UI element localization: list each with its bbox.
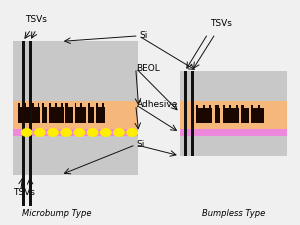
Text: Bumpless Type: Bumpless Type: [202, 209, 265, 218]
Circle shape: [60, 128, 72, 137]
Bar: [24, 103, 26, 107]
Bar: [241, 108, 249, 123]
Bar: [241, 105, 244, 108]
Text: TSVs: TSVs: [210, 19, 232, 28]
Bar: [32, 107, 40, 122]
Text: Si: Si: [140, 31, 148, 40]
Bar: [65, 107, 73, 122]
Circle shape: [34, 128, 46, 137]
Bar: [55, 103, 57, 107]
Bar: [61, 103, 63, 107]
Bar: [102, 103, 104, 107]
Bar: [49, 103, 51, 107]
Bar: [196, 105, 198, 108]
Bar: [251, 108, 264, 123]
Bar: [88, 107, 94, 122]
Bar: [196, 108, 212, 123]
Circle shape: [87, 128, 98, 137]
Bar: [18, 103, 20, 107]
Bar: [42, 107, 47, 122]
Bar: [223, 105, 225, 108]
Bar: [229, 105, 231, 108]
Circle shape: [113, 128, 125, 137]
Bar: [251, 105, 254, 108]
Bar: [88, 103, 90, 107]
Text: Adhesive: Adhesive: [136, 100, 178, 109]
Bar: [202, 105, 205, 108]
Bar: [191, 71, 194, 156]
Circle shape: [21, 128, 33, 137]
Bar: [236, 105, 238, 108]
Bar: [18, 107, 30, 122]
Bar: [13, 41, 138, 175]
Text: TSVs: TSVs: [25, 15, 46, 24]
Bar: [13, 101, 138, 130]
Bar: [184, 71, 187, 156]
Bar: [258, 105, 260, 108]
Bar: [74, 107, 86, 122]
Circle shape: [126, 128, 138, 137]
Bar: [49, 107, 64, 122]
Text: Si: Si: [136, 140, 145, 149]
Bar: [65, 103, 68, 107]
Bar: [209, 105, 212, 108]
Text: TSVs: TSVs: [13, 188, 34, 197]
Bar: [29, 41, 32, 206]
Bar: [223, 108, 239, 123]
Bar: [180, 71, 287, 156]
Bar: [74, 103, 77, 107]
Bar: [13, 129, 138, 136]
Bar: [80, 103, 82, 107]
Circle shape: [74, 128, 86, 137]
Bar: [96, 107, 105, 122]
Bar: [32, 103, 34, 107]
Bar: [96, 103, 98, 107]
Circle shape: [100, 128, 112, 137]
Text: Microbump Type: Microbump Type: [22, 209, 91, 218]
Bar: [215, 105, 218, 108]
Bar: [42, 103, 44, 107]
Text: BEOL: BEOL: [136, 63, 160, 72]
Bar: [180, 101, 287, 130]
Bar: [215, 108, 220, 123]
Bar: [38, 103, 40, 107]
Circle shape: [47, 128, 59, 137]
Bar: [22, 41, 25, 206]
Bar: [180, 129, 287, 136]
